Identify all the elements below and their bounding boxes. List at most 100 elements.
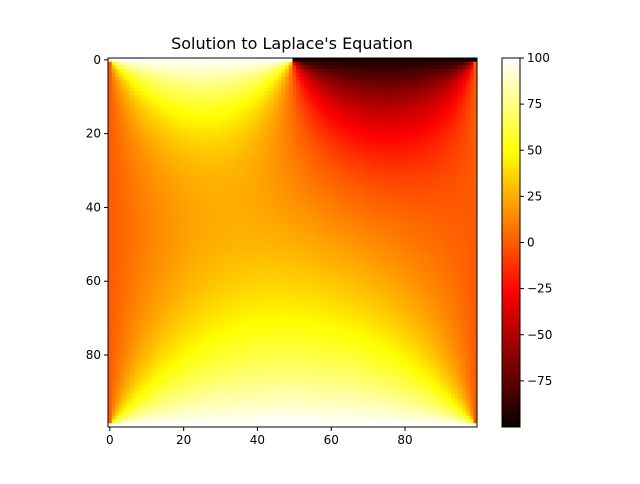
heatmap-cell (266, 212, 271, 218)
heatmap-cell (410, 58, 415, 63)
heatmap-cell (122, 224, 127, 229)
heatmap-cell (130, 216, 135, 221)
heatmap-cell (296, 142, 301, 147)
heatmap-cell (148, 179, 153, 184)
heatmap-cell (388, 150, 393, 155)
heatmap-cell (115, 179, 120, 184)
heatmap-cell (351, 76, 356, 81)
heatmap-cell (425, 179, 430, 184)
heatmap-cell (237, 94, 242, 99)
heatmap-cell (436, 91, 441, 96)
heatmap-cell (399, 124, 404, 129)
heatmap-cell (266, 120, 271, 125)
heatmap-cell (277, 209, 282, 214)
heatmap-cell (155, 216, 161, 221)
heatmap-cell (226, 235, 231, 240)
heatmap-cell (167, 172, 172, 177)
heatmap-cell (167, 235, 172, 240)
heatmap-cell (174, 194, 179, 199)
heatmap-cell (314, 238, 319, 243)
heatmap-cell (447, 124, 452, 129)
heatmap-cell (414, 231, 419, 236)
heatmap-cell (458, 61, 463, 66)
heatmap-cell (115, 72, 120, 77)
heatmap-cell (425, 124, 430, 129)
heatmap-cell (207, 172, 212, 177)
heatmap-cell (240, 172, 245, 177)
heatmap-cell (189, 231, 194, 236)
heatmap-cell (144, 201, 149, 206)
heatmap-cell (155, 212, 161, 218)
heatmap-cell (414, 113, 419, 118)
heatmap-cell (251, 80, 256, 85)
heatmap-cell (344, 131, 349, 136)
heatmap-cell (115, 113, 120, 118)
heatmap-cell (414, 135, 419, 140)
heatmap-cell (362, 176, 367, 181)
heatmap-cell (447, 172, 452, 177)
heatmap-cell (266, 187, 271, 192)
heatmap-cell (277, 153, 282, 158)
heatmap-cell (126, 146, 131, 151)
heatmap-cell (248, 139, 253, 144)
heatmap-cell (454, 224, 459, 229)
heatmap-cell (203, 80, 208, 85)
heatmap-cell (226, 102, 231, 107)
heatmap-cell (362, 87, 367, 92)
heatmap-cell (462, 146, 467, 151)
heatmap-cell (288, 76, 293, 81)
heatmap-cell (388, 80, 393, 85)
heatmap-cell (436, 113, 441, 118)
heatmap-cell (133, 209, 138, 214)
heatmap-cell (429, 128, 434, 133)
heatmap-cell (395, 113, 400, 118)
heatmap-cell (207, 61, 212, 66)
heatmap-cell (469, 124, 474, 129)
heatmap-cell (465, 201, 470, 206)
heatmap-cell (211, 212, 216, 218)
heatmap-cell (207, 142, 212, 147)
heatmap-cell (451, 161, 456, 166)
heatmap-cell (148, 187, 153, 192)
heatmap-cell (226, 135, 231, 140)
heatmap-cell (215, 216, 220, 221)
heatmap-cell (299, 146, 304, 151)
heatmap-cell (443, 65, 448, 70)
heatmap-cell (318, 87, 323, 92)
heatmap-cell (358, 131, 363, 136)
heatmap-cell (170, 161, 175, 166)
heatmap-cell (355, 190, 360, 195)
heatmap-cell (417, 69, 422, 74)
heatmap-cell (137, 98, 142, 103)
heatmap-cell (174, 109, 179, 114)
heatmap-cell (465, 109, 470, 114)
heatmap-cell (362, 98, 367, 103)
heatmap-cell (130, 139, 135, 144)
heatmap-cell (211, 65, 216, 70)
heatmap-cell (436, 198, 441, 203)
heatmap-cell (395, 128, 400, 133)
heatmap-cell (381, 235, 386, 240)
heatmap-cell (333, 142, 338, 147)
heatmap-cell (369, 209, 375, 214)
heatmap-cell (111, 117, 116, 122)
heatmap-cell (189, 190, 194, 195)
heatmap-cell (148, 135, 153, 140)
heatmap-cell (192, 94, 197, 99)
heatmap-cell (137, 224, 142, 229)
heatmap-cell (159, 209, 164, 214)
heatmap-cell (255, 153, 260, 158)
heatmap-cell (133, 168, 138, 173)
heatmap-cell (392, 65, 397, 70)
heatmap-cell (251, 91, 256, 96)
heatmap-cell (410, 157, 415, 162)
heatmap-cell (163, 224, 168, 229)
heatmap-cell (215, 190, 220, 195)
heatmap-cell (192, 135, 197, 140)
heatmap-cell (288, 61, 293, 66)
heatmap-cell (203, 72, 208, 77)
heatmap-cell (170, 216, 175, 221)
heatmap-cell (314, 168, 319, 173)
heatmap-cell (388, 168, 393, 173)
heatmap-cell (436, 183, 441, 188)
